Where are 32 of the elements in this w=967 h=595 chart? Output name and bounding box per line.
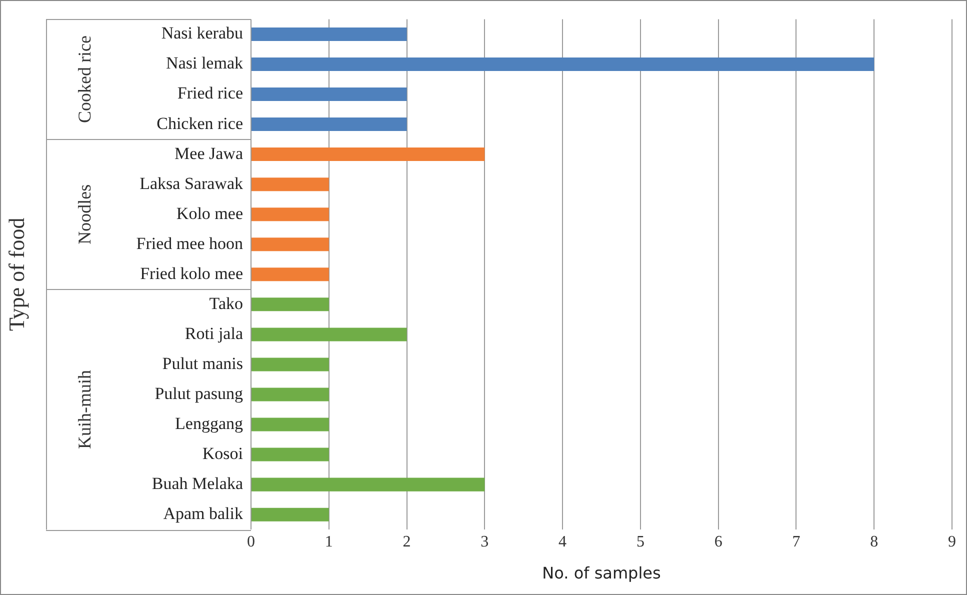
- x-tick-label: 5: [636, 533, 644, 550]
- y-tick-label: Fried kolo mee: [140, 264, 243, 283]
- x-tick-label: 7: [792, 533, 800, 550]
- x-tick-label: 0: [247, 533, 255, 550]
- y-tick-label: Fried rice: [177, 84, 243, 103]
- x-tick-label: 8: [870, 533, 878, 550]
- x-tick-label: 1: [324, 533, 333, 550]
- x-tick-label: 3: [480, 533, 489, 550]
- y-tick-label: Fried mee hoon: [136, 234, 244, 253]
- y-tick-label: Pulut pasung: [154, 384, 244, 403]
- x-tick-label: 6: [714, 533, 722, 550]
- y-tick-label: Buah Melaka: [152, 474, 244, 494]
- text: Cooked rice: [74, 36, 95, 123]
- y-tick-label: Nasi lemak: [166, 54, 244, 73]
- y-tick-label: Chicken rice: [156, 114, 243, 133]
- y-tick-label: Pulut manis: [162, 354, 243, 373]
- x-tick-label: 2: [402, 533, 411, 550]
- y-tick-label: Apam balik: [163, 504, 244, 524]
- y-axis-title: Type of food: [4, 218, 29, 332]
- y-tick-label: Laksa Sarawak: [140, 174, 244, 193]
- x-tick-label: 4: [558, 533, 567, 550]
- y-tick-label: Lenggang: [175, 414, 244, 433]
- y-tick-label: Kosoi: [202, 444, 244, 464]
- y-tick-label: Nasi kerabu: [161, 24, 244, 43]
- text: Kuih-muih: [74, 370, 95, 450]
- y-tick-label: Tako: [209, 294, 243, 313]
- x-axis-title: No. of samples: [542, 564, 661, 583]
- x-tick-label: 9: [948, 533, 956, 550]
- text: Noodles: [74, 184, 95, 244]
- y-tick-label: Roti jala: [184, 324, 244, 343]
- y-tick-label: Kolo mee: [176, 204, 243, 223]
- y-tick-label: Mee Jawa: [174, 144, 244, 163]
